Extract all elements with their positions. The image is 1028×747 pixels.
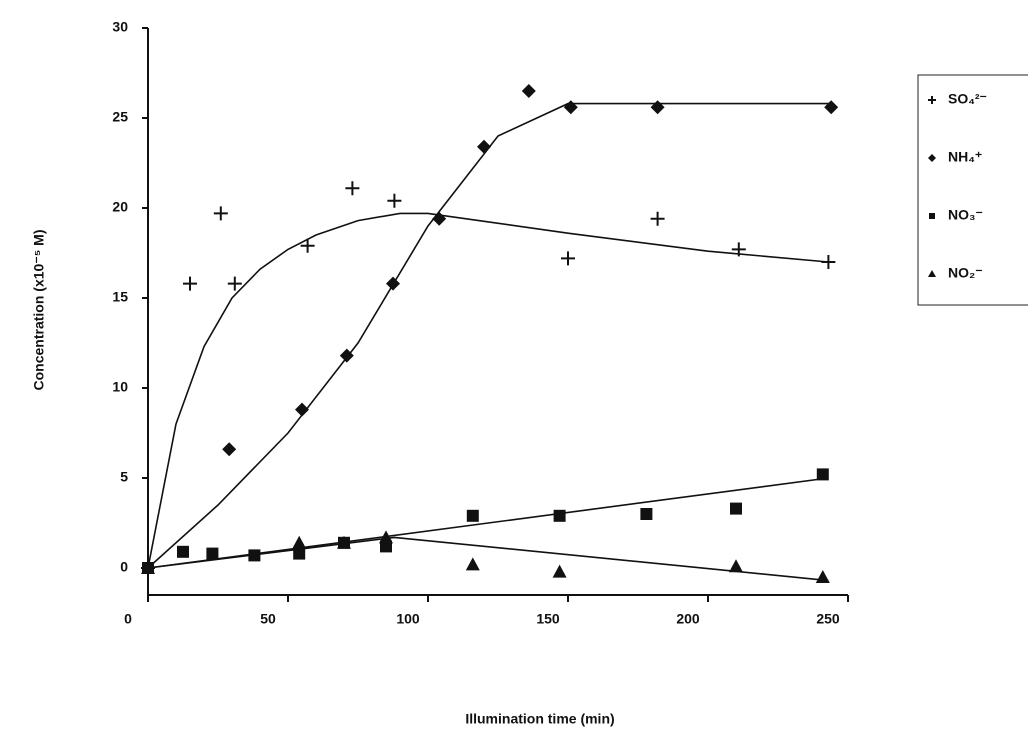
y-tick-label: 10 [112,379,128,395]
fit-line [147,477,829,569]
point [300,238,315,253]
point [477,139,491,154]
point [816,468,829,481]
point [521,84,536,98]
point [337,535,351,549]
legend-label: NO₂⁻ [948,265,983,281]
point [561,251,575,266]
x-axis-label: Illumination time (min) [465,711,614,727]
fit-line [147,536,829,582]
y-tick-label: 20 [112,199,128,215]
point [227,276,242,291]
x-tick-label: 50 [260,611,276,627]
point [466,509,479,522]
point [345,181,360,196]
point [141,561,155,574]
legend-box [917,74,1028,306]
y-tick-label: 5 [120,469,128,485]
x-tick-label: 150 [536,611,560,627]
point [292,535,307,549]
point [339,348,354,363]
y-tick-label: 25 [112,109,128,125]
x-tick-label: 200 [676,611,700,627]
point [379,530,393,544]
legend-label: NH₄⁺ [948,149,982,165]
point [650,211,665,226]
x-tick-label: 250 [816,611,840,627]
legend-marker [929,213,935,219]
point [386,276,400,291]
point [650,100,665,115]
point [730,502,742,515]
y-axis-label: Concentration (x10⁻⁵ M) [31,230,47,391]
fit-line [147,212,829,569]
point [552,564,567,578]
y-tick-label: 30 [112,19,128,35]
point [729,559,743,573]
point [731,242,746,257]
x-tick-label: 100 [396,611,420,627]
legend-label: NO₃⁻ [948,207,983,223]
point [183,276,197,291]
point [206,547,219,560]
point [387,193,402,208]
y-tick-label: 0 [120,559,128,575]
y-tick-label: 15 [112,289,128,305]
point [293,547,306,560]
legend-marker [928,270,936,277]
point [213,206,228,221]
point [824,100,839,115]
point [821,255,836,269]
legend-marker [928,96,936,104]
point [640,508,653,520]
point [563,100,578,115]
fit-line [147,102,832,569]
x-tick-label: 0 [124,611,132,627]
legend-label: SO₄²⁻ [948,91,987,107]
point [815,570,830,583]
legend-marker [928,154,936,162]
point [295,402,309,417]
point [177,545,189,558]
point [465,557,480,571]
point [222,442,237,457]
point [432,211,447,226]
point [553,509,566,522]
